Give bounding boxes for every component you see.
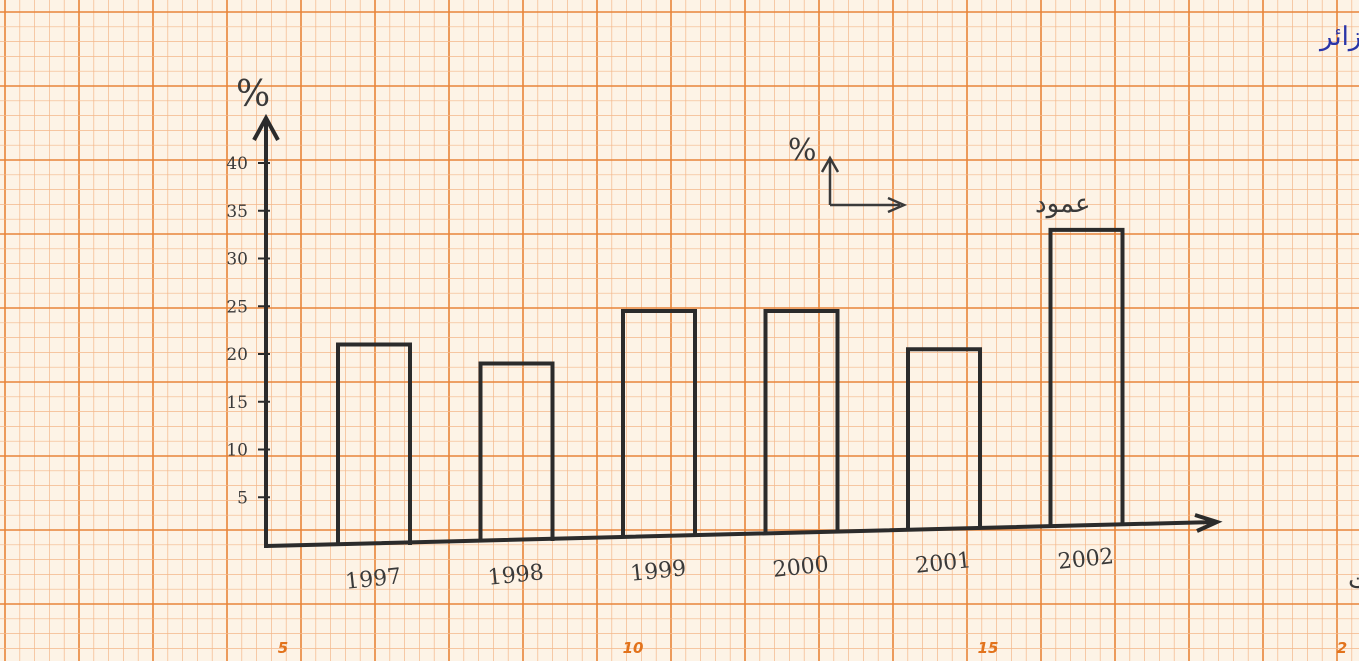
y-tick-label: 25 bbox=[226, 297, 248, 317]
x-axis-label: السنوات bbox=[1348, 565, 1359, 595]
legend-label: عمود bbox=[1035, 189, 1091, 219]
legend-percent-label: % bbox=[788, 133, 817, 168]
x-tick-label: 1999 bbox=[629, 556, 687, 587]
y-tick-label: 35 bbox=[226, 202, 248, 222]
bar-group bbox=[336, 227, 1125, 545]
bar bbox=[906, 347, 982, 529]
y-tick-label: 10 bbox=[226, 441, 248, 461]
bar bbox=[478, 361, 555, 541]
paper-number: 2 bbox=[1337, 639, 1347, 657]
y-tick-label: 20 bbox=[226, 345, 248, 365]
paper-number: 5 bbox=[278, 639, 288, 657]
legend-arrow-up bbox=[820, 155, 840, 205]
y-axis-label: % bbox=[236, 74, 270, 115]
bar bbox=[763, 309, 840, 533]
axes: % السنوات bbox=[236, 74, 1359, 595]
paper-number: 15 bbox=[978, 639, 999, 657]
y-axis-line bbox=[252, 113, 280, 548]
paper-number: 10 bbox=[623, 639, 644, 657]
x-tick-label: 1998 bbox=[487, 560, 545, 591]
y-tick-label: 5 bbox=[237, 488, 248, 508]
chart-title: أعمدة بيانية تمثل البترول الخام من مجموع… bbox=[1318, 18, 1359, 52]
x-tick-label: 2002 bbox=[1057, 544, 1115, 575]
legend-arrow-right bbox=[830, 196, 908, 214]
x-tick-label: 2000 bbox=[772, 552, 830, 583]
legend: % عمود bbox=[788, 133, 1091, 219]
x-axis-line bbox=[265, 513, 1223, 548]
bar bbox=[1048, 227, 1125, 525]
bar bbox=[621, 309, 697, 537]
y-tick-group: 5 10 15 20 25 30 35 40 bbox=[226, 154, 270, 508]
y-tick-label: 40 bbox=[226, 154, 248, 174]
bar bbox=[336, 342, 412, 545]
x-tick-group: 1997 1998 1999 2000 2001 2002 bbox=[344, 544, 1115, 595]
paper-number-group: 5 10 15 2 bbox=[278, 639, 1347, 657]
x-tick-label: 1997 bbox=[344, 564, 402, 595]
y-tick-label: 15 bbox=[226, 393, 248, 413]
y-tick-label: 30 bbox=[226, 250, 248, 270]
x-tick-label: 2001 bbox=[914, 548, 972, 579]
